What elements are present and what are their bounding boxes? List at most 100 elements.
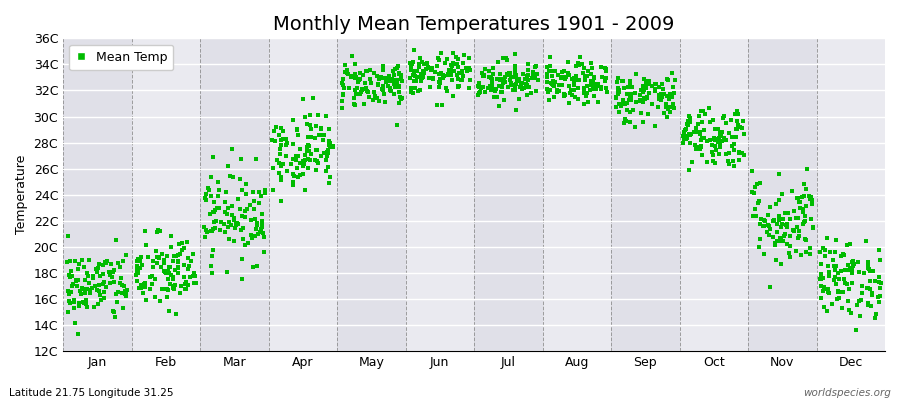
Point bbox=[454, 76, 468, 83]
Point bbox=[730, 126, 744, 132]
Point bbox=[699, 159, 714, 165]
Point bbox=[727, 146, 742, 153]
Point bbox=[547, 94, 562, 101]
Point bbox=[486, 71, 500, 77]
Point bbox=[715, 138, 729, 144]
Point bbox=[637, 76, 652, 82]
Point bbox=[648, 86, 662, 92]
Point bbox=[395, 78, 410, 84]
Point bbox=[483, 75, 498, 81]
Point bbox=[391, 81, 405, 87]
Point bbox=[805, 200, 819, 207]
Point bbox=[463, 77, 477, 83]
Point bbox=[587, 74, 601, 80]
Point bbox=[392, 83, 406, 89]
Point bbox=[857, 270, 871, 276]
Point bbox=[715, 129, 729, 135]
Point bbox=[639, 82, 653, 89]
Point bbox=[155, 251, 169, 257]
Point bbox=[846, 258, 860, 265]
Point bbox=[220, 210, 234, 217]
Point bbox=[828, 274, 842, 280]
Point bbox=[709, 147, 724, 153]
Point bbox=[213, 218, 228, 225]
Point bbox=[563, 90, 578, 96]
Point bbox=[558, 76, 572, 82]
Point bbox=[444, 62, 458, 68]
Point bbox=[612, 87, 626, 93]
Point bbox=[155, 286, 169, 292]
Point bbox=[680, 121, 695, 127]
Title: Monthly Mean Temperatures 1901 - 2009: Monthly Mean Temperatures 1901 - 2009 bbox=[274, 15, 675, 34]
Point bbox=[835, 305, 850, 311]
Point bbox=[576, 69, 590, 76]
Point bbox=[415, 74, 429, 81]
Point bbox=[694, 108, 708, 114]
Point bbox=[798, 237, 813, 243]
Point bbox=[315, 136, 329, 143]
Point bbox=[571, 85, 585, 91]
Point bbox=[407, 78, 421, 84]
Point bbox=[221, 236, 236, 242]
Point bbox=[492, 103, 507, 110]
Point bbox=[204, 193, 219, 199]
Point bbox=[298, 113, 312, 120]
Point bbox=[229, 220, 243, 226]
Point bbox=[435, 102, 449, 108]
Point bbox=[238, 180, 253, 187]
Point bbox=[201, 185, 215, 192]
Bar bbox=[474, 38, 543, 351]
Point bbox=[321, 164, 336, 170]
Point bbox=[557, 93, 572, 99]
Point bbox=[864, 303, 878, 309]
Point bbox=[663, 103, 678, 110]
Point bbox=[279, 136, 293, 142]
Point bbox=[611, 75, 625, 82]
Point bbox=[703, 137, 717, 143]
Point bbox=[625, 84, 639, 90]
Point bbox=[688, 129, 702, 136]
Point bbox=[861, 259, 876, 265]
Point bbox=[185, 273, 200, 279]
Point bbox=[776, 238, 790, 244]
Point bbox=[250, 230, 265, 237]
Point bbox=[274, 142, 288, 149]
Point bbox=[698, 111, 713, 118]
Point bbox=[487, 87, 501, 94]
Point bbox=[825, 257, 840, 264]
Point bbox=[843, 241, 858, 247]
Point bbox=[580, 90, 594, 96]
Point bbox=[218, 209, 232, 215]
Point bbox=[830, 296, 844, 302]
Point bbox=[404, 61, 419, 67]
Point bbox=[286, 170, 301, 177]
Point bbox=[705, 142, 719, 148]
Point bbox=[138, 280, 152, 286]
Point bbox=[462, 55, 476, 61]
Point bbox=[634, 110, 649, 116]
Point bbox=[235, 213, 249, 220]
Point bbox=[829, 237, 843, 243]
Point bbox=[344, 73, 358, 80]
Point bbox=[130, 268, 144, 274]
Point bbox=[257, 186, 272, 193]
Point bbox=[783, 242, 797, 249]
Point bbox=[133, 258, 148, 264]
Point bbox=[406, 72, 420, 78]
Point bbox=[557, 91, 572, 97]
Point bbox=[649, 80, 663, 87]
Point bbox=[815, 288, 830, 294]
Point bbox=[427, 74, 441, 81]
Point bbox=[112, 280, 127, 286]
Point bbox=[562, 83, 576, 89]
Point bbox=[460, 68, 474, 74]
Point bbox=[154, 264, 168, 270]
Point bbox=[137, 281, 151, 288]
Point bbox=[455, 60, 470, 66]
Point bbox=[719, 150, 733, 157]
Point bbox=[303, 151, 318, 157]
Point bbox=[623, 95, 637, 101]
Point bbox=[472, 84, 486, 90]
Point bbox=[832, 295, 846, 301]
Point bbox=[166, 285, 180, 291]
